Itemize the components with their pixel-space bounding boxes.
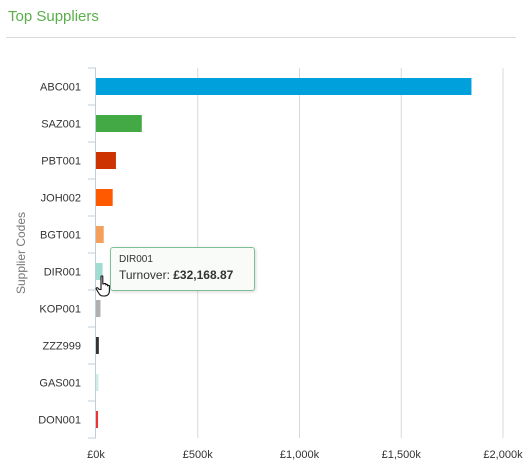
category-label: KOP001	[39, 304, 81, 316]
bar-pbt001[interactable]	[96, 152, 116, 169]
bar-zzz999[interactable]	[96, 337, 99, 354]
y-axis	[88, 67, 96, 439]
category-label: BGT001	[40, 230, 81, 242]
tooltip-label: Turnover:	[119, 268, 170, 282]
category-label: DIR001	[44, 267, 81, 279]
y-axis-title: Supplier Codes	[14, 212, 28, 294]
category-label: ABC001	[40, 82, 81, 94]
hand-pointer-icon	[95, 275, 110, 297]
category-label: GAS001	[39, 378, 81, 390]
bar-bgt001[interactable]	[96, 226, 104, 243]
category-labels: ABC001 SAZ001 PBT001 JOH002 BGT001 DIR001 KOP0…	[38, 82, 81, 427]
tooltip-supplier: DIR001	[119, 254, 153, 265]
category-label: PBT001	[41, 156, 81, 168]
bar-tooltip: DIR001 Turnover: £32,168.87	[110, 247, 255, 291]
bar-gas001[interactable]	[96, 374, 99, 391]
bar-kop001[interactable]	[96, 300, 101, 317]
x-tick-label: £1,000k	[280, 449, 320, 461]
tooltip-value: £32,168.87	[173, 268, 234, 282]
title-divider	[6, 37, 516, 38]
category-label: JOH002	[41, 193, 81, 205]
x-tick-label: £500k	[183, 449, 213, 461]
bar-don001[interactable]	[96, 411, 99, 428]
x-tick-label: £2,000k	[483, 449, 523, 461]
bars	[96, 78, 472, 428]
category-label: SAZ001	[41, 119, 81, 131]
category-label: DON001	[38, 415, 81, 427]
bar-saz001[interactable]	[96, 115, 142, 132]
bar-abc001[interactable]	[96, 78, 472, 95]
bar-joh002[interactable]	[96, 189, 113, 206]
bar-dir001[interactable]	[96, 263, 103, 280]
x-tick-label: £1,500k	[382, 449, 422, 461]
panel-title: Top Suppliers	[8, 8, 99, 25]
x-tick-labels: £0k £500k £1,000k £1,500k £2,000k	[87, 449, 523, 461]
category-label: ZZZ999	[42, 341, 81, 353]
x-tick-label: £0k	[87, 449, 105, 461]
